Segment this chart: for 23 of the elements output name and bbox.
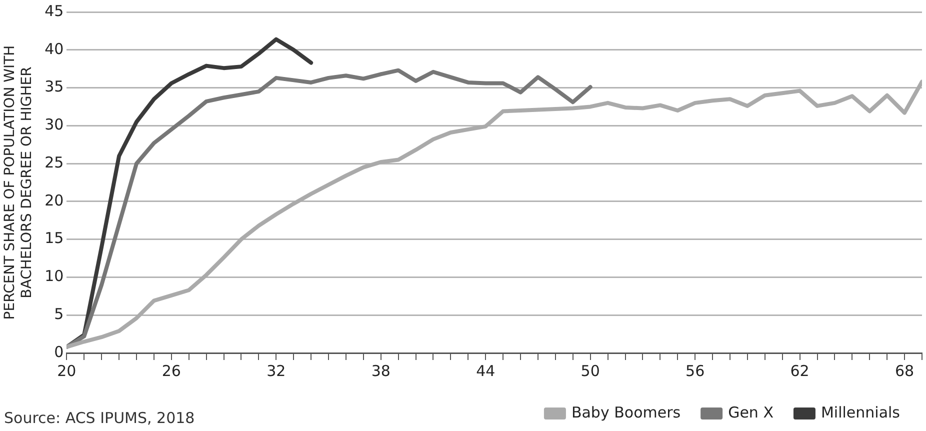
x-tick-label: 32: [266, 362, 286, 380]
y-tick-label: 40: [44, 40, 64, 58]
y-tick-label: 5: [54, 305, 64, 323]
x-tick-label: 56: [686, 362, 705, 380]
y-tick-label: 45: [44, 2, 64, 20]
y-tick-label: 15: [44, 229, 64, 248]
y-tick-label: 25: [44, 153, 64, 172]
legend-label: Baby Boomers: [571, 403, 681, 422]
y-axis-title: PERCENT SHARE OF POPULATION WITH BACHELORS DEGREE OR HIGHER: [2, 45, 35, 320]
x-tick-label: 62: [790, 362, 810, 380]
y-tick-label: 20: [44, 191, 64, 210]
y-tick-label: 35: [44, 78, 64, 96]
source-note: Source: ACS IPUMS, 2018: [4, 408, 195, 427]
x-tick-label: 26: [162, 362, 181, 380]
x-tick-label: 50: [580, 362, 600, 380]
legend-label: Millennials: [820, 403, 900, 422]
y-tick-label: 10: [44, 267, 64, 286]
y-tick-label: 0: [54, 342, 64, 361]
x-tick-label: 44: [476, 362, 496, 380]
x-tick-label: 68: [895, 362, 914, 380]
x-tick-label: 38: [371, 362, 390, 380]
legend-label: Gen X: [728, 403, 774, 422]
y-tick-label: 30: [44, 116, 64, 134]
